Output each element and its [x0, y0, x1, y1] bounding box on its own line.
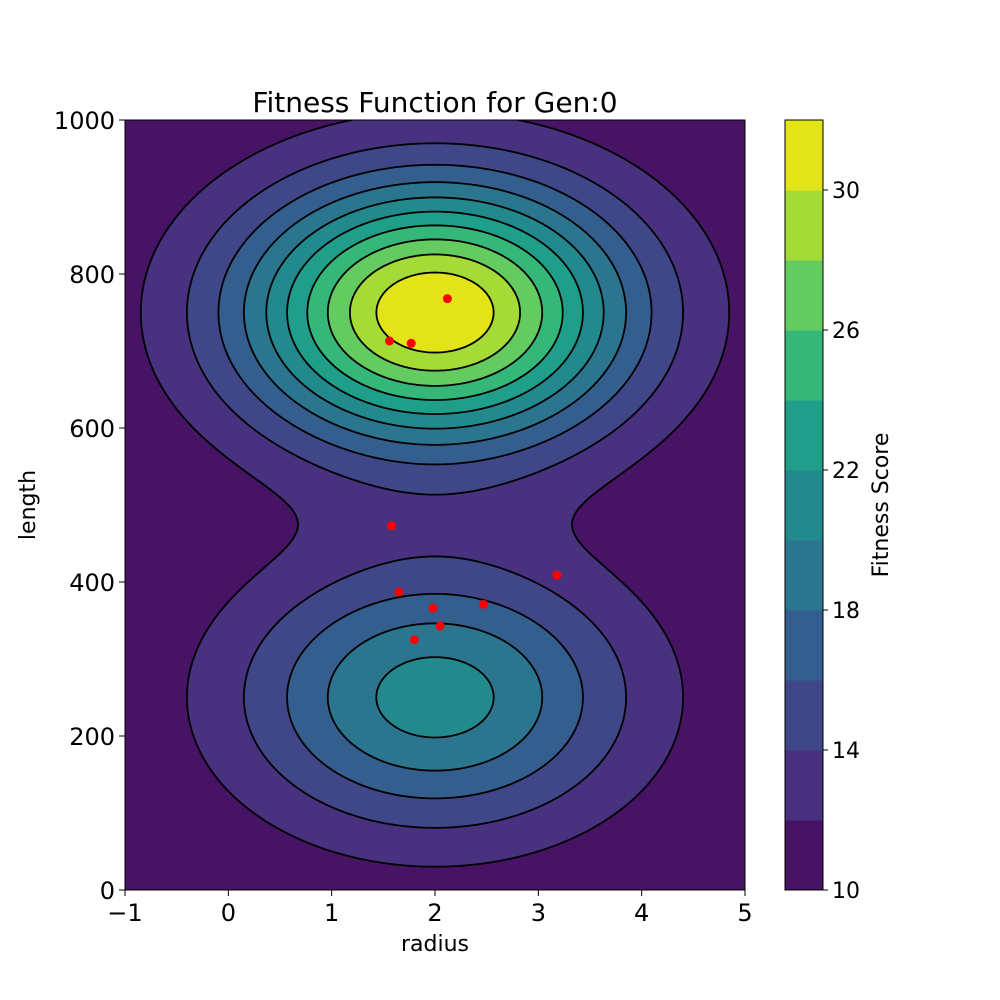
colorbar-band [785, 330, 823, 401]
contour-line [375, 271, 495, 354]
colorbar-band [785, 610, 823, 681]
x-tick-label: 3 [531, 899, 546, 927]
contour-line [306, 224, 564, 401]
x-tick-label: 5 [737, 899, 752, 927]
plot-area [124, 119, 746, 891]
colorbar-tick-label: 10 [832, 879, 860, 904]
contour-line [139, 120, 731, 868]
contour-line [243, 181, 627, 772]
y-axis: 0 200 400 600 800 1000 [54, 107, 125, 905]
data-point [387, 521, 397, 531]
colorbar: 10 14 18 22 26 30 Fitness Score [784, 119, 894, 904]
colorbar-tick-label: 30 [832, 179, 860, 204]
colorbar-band [785, 820, 823, 891]
colorbar-band [785, 400, 823, 471]
x-tick-label: −1 [107, 899, 142, 927]
y-tick-label: 600 [69, 415, 115, 443]
contour-line [186, 142, 684, 829]
contour-line [265, 196, 605, 739]
data-point [442, 294, 452, 304]
y-tick-label: 400 [69, 569, 115, 597]
data-points [385, 294, 562, 645]
x-axis-label: radius [401, 932, 469, 957]
data-point [406, 338, 416, 348]
colorbar-band [785, 470, 823, 541]
colorbar-band [785, 120, 823, 191]
contour-line [217, 163, 653, 800]
contour-fill [125, 120, 745, 890]
colorbar-frame [784, 119, 824, 891]
chart-title: Fitness Function for Gen:0 [252, 86, 617, 119]
data-point [435, 621, 445, 631]
colorbar-tick-label: 14 [832, 739, 860, 764]
colorbar-label: Fitness Score [869, 433, 894, 578]
colorbar-band [785, 680, 823, 751]
contour-lines [139, 120, 731, 868]
y-tick-label: 200 [69, 723, 115, 751]
data-point [385, 336, 395, 346]
contour-line [286, 210, 584, 415]
data-point [552, 570, 562, 580]
colorbar-tick-label: 22 [832, 459, 860, 484]
data-point [428, 603, 438, 613]
colorbar-band [785, 190, 823, 261]
x-tick-label: 4 [634, 899, 649, 927]
y-tick-label: 800 [69, 261, 115, 289]
y-tick-label: 1000 [54, 107, 115, 135]
colorbar-ticks: 10 14 18 22 26 30 [823, 179, 860, 904]
y-tick-label: 0 [100, 877, 115, 905]
colorbar-bands [785, 120, 823, 891]
contour-line [326, 238, 544, 387]
colorbar-tick-label: 26 [832, 319, 860, 344]
colorbar-tick-label: 18 [832, 599, 860, 624]
colorbar-band [785, 750, 823, 821]
x-tick-label: 2 [427, 899, 442, 927]
x-axis: −1 0 1 2 3 4 5 [107, 890, 753, 927]
y-axis-label: length [16, 470, 41, 540]
data-point [394, 587, 404, 597]
colorbar-band [785, 540, 823, 611]
data-point [479, 599, 489, 609]
x-tick-label: 1 [324, 899, 339, 927]
data-point [409, 635, 419, 645]
contour-line [348, 253, 522, 372]
colorbar-band [785, 260, 823, 331]
x-tick-label: 0 [221, 899, 236, 927]
